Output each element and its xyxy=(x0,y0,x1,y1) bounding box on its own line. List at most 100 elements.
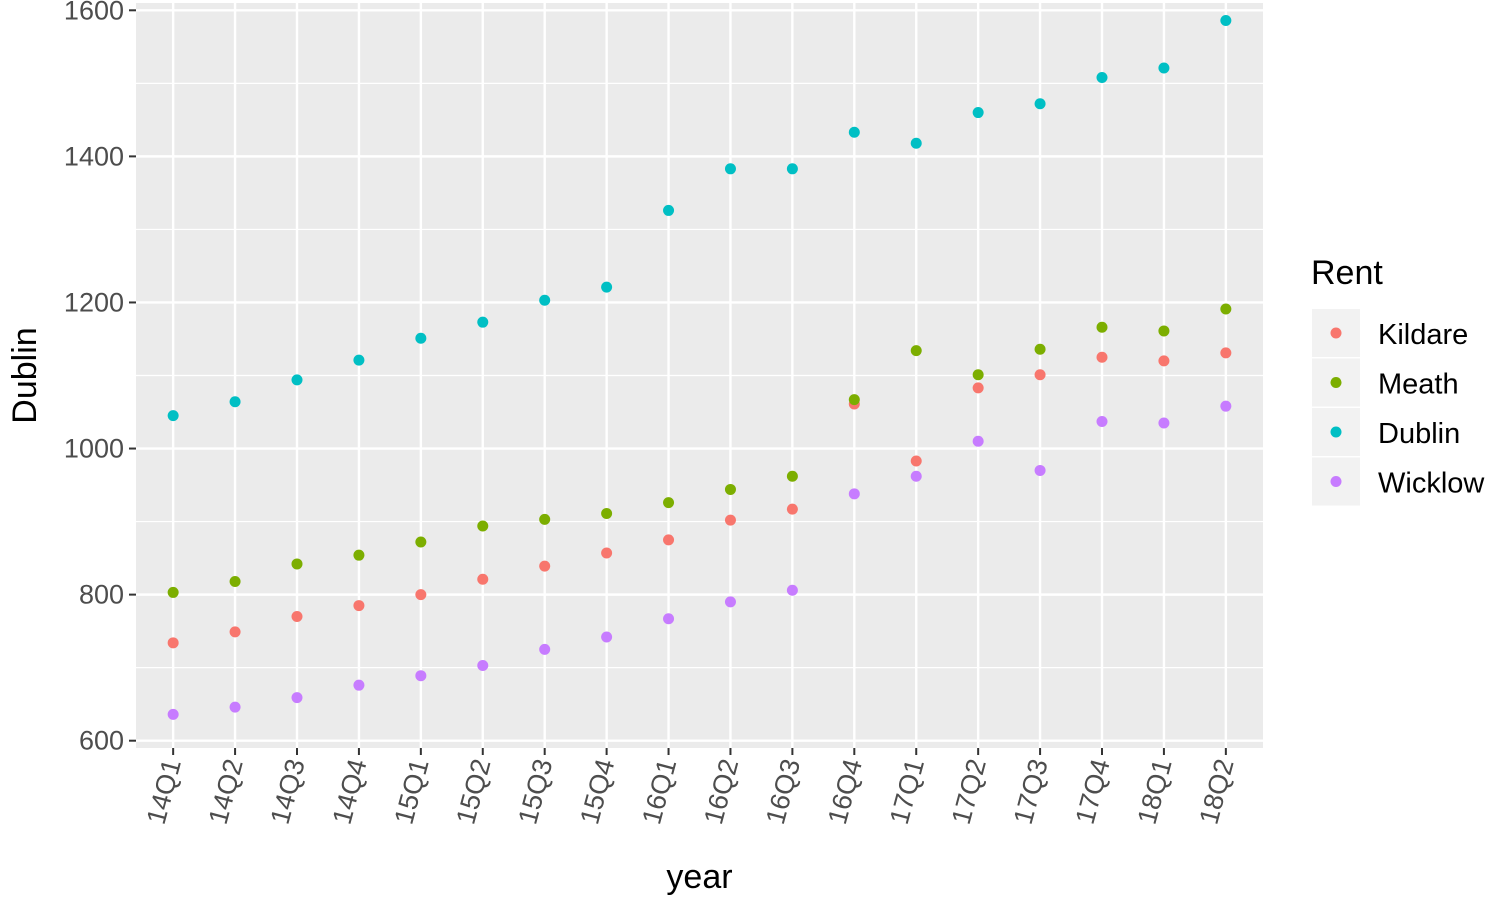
legend-label-dublin: Dublin xyxy=(1378,418,1460,450)
point-meath xyxy=(1158,325,1170,337)
point-meath xyxy=(786,470,798,482)
x-tick-label: 16Q4 xyxy=(822,756,868,828)
point-meath xyxy=(663,497,675,509)
point-meath xyxy=(415,536,427,548)
point-meath xyxy=(477,520,489,532)
x-tick-label: 17Q1 xyxy=(884,756,930,828)
point-dublin xyxy=(1220,15,1232,27)
point-meath xyxy=(353,549,365,561)
point-dublin xyxy=(786,163,798,175)
point-kildare xyxy=(786,503,798,515)
point-dublin xyxy=(972,107,984,119)
point-wicklow xyxy=(1220,400,1232,412)
point-wicklow xyxy=(724,596,736,608)
point-wicklow xyxy=(972,435,984,447)
x-tick-label: 15Q4 xyxy=(574,756,620,828)
point-wicklow xyxy=(477,659,489,671)
y-tick-label: 1400 xyxy=(64,141,124,171)
point-kildare xyxy=(910,455,922,467)
point-dublin xyxy=(353,354,365,366)
point-dublin xyxy=(291,374,303,386)
x-tick-label: 14Q4 xyxy=(327,756,373,828)
point-meath xyxy=(724,483,736,495)
x-tick-label: 18Q1 xyxy=(1132,756,1178,828)
y-tick-label: 800 xyxy=(79,580,124,610)
point-kildare xyxy=(1220,347,1232,359)
point-wicklow xyxy=(353,679,365,691)
point-kildare xyxy=(601,547,613,559)
x-tick-label: 17Q4 xyxy=(1070,756,1116,828)
point-wicklow xyxy=(1034,464,1046,476)
point-meath xyxy=(1034,343,1046,355)
point-dublin xyxy=(1034,98,1046,110)
legend-swatch-meath xyxy=(1330,377,1342,388)
point-wicklow xyxy=(167,708,179,720)
point-meath xyxy=(1220,303,1232,315)
y-tick-label: 1000 xyxy=(64,434,124,464)
point-meath xyxy=(1096,321,1108,333)
point-kildare xyxy=(229,626,241,638)
legend-swatch-kildare xyxy=(1330,327,1342,339)
point-dublin xyxy=(910,137,922,149)
x-tick-label: 15Q2 xyxy=(450,756,496,828)
point-kildare xyxy=(1034,369,1046,381)
point-kildare xyxy=(167,637,179,649)
x-axis-title: year xyxy=(666,858,732,896)
point-wicklow xyxy=(1158,417,1170,429)
legend-title: Rent xyxy=(1311,254,1383,292)
x-tick-label: 14Q2 xyxy=(203,756,249,828)
point-kildare xyxy=(539,560,551,572)
point-dublin xyxy=(229,396,241,408)
point-wicklow xyxy=(910,470,922,482)
y-tick-label: 1200 xyxy=(64,287,124,317)
point-dublin xyxy=(415,332,427,344)
data-points xyxy=(167,15,1232,720)
point-kildare xyxy=(724,514,736,526)
x-tick-label: 17Q2 xyxy=(946,756,992,828)
y-tick-label: 600 xyxy=(79,726,124,756)
point-wicklow xyxy=(1096,416,1108,428)
point-wicklow xyxy=(415,670,427,682)
x-tick-label: 15Q3 xyxy=(512,756,558,828)
legend-swatch-wicklow xyxy=(1330,476,1342,487)
point-wicklow xyxy=(786,584,798,596)
x-tick-label: 15Q1 xyxy=(389,756,435,828)
y-axis: 600 800 1000 1200 1400 1600 xyxy=(64,0,136,756)
point-meath xyxy=(167,586,179,598)
x-tick-label: 14Q3 xyxy=(265,756,311,828)
point-kildare xyxy=(353,600,365,612)
x-axis: 14Q1 14Q2 14Q3 14Q4 15Q1 15Q2 15Q3 15Q4 16Q1 16Q2… xyxy=(141,748,1240,827)
point-kildare xyxy=(291,611,303,623)
point-meath xyxy=(229,575,241,587)
legend-label-meath: Meath xyxy=(1378,369,1459,401)
legend-label-wicklow: Wicklow xyxy=(1378,468,1485,500)
point-kildare xyxy=(972,382,984,394)
point-dublin xyxy=(848,126,860,138)
point-dublin xyxy=(663,204,675,216)
point-meath xyxy=(539,513,551,525)
y-axis-title: Dublin xyxy=(6,327,44,423)
legend-label-kildare: Kildare xyxy=(1378,319,1468,351)
legend-swatch-dublin xyxy=(1330,426,1342,438)
point-wicklow xyxy=(229,701,241,713)
x-tick-label: 17Q3 xyxy=(1008,756,1054,828)
point-meath xyxy=(972,369,984,381)
x-tick-label: 16Q3 xyxy=(760,756,806,828)
point-dublin xyxy=(601,281,613,293)
point-meath xyxy=(848,394,860,406)
point-meath xyxy=(910,345,922,357)
point-kildare xyxy=(1096,351,1108,363)
point-kildare xyxy=(1158,355,1170,367)
point-dublin xyxy=(724,163,736,175)
point-kildare xyxy=(477,573,489,585)
x-tick-label: 14Q1 xyxy=(141,756,187,828)
x-tick-label: 16Q1 xyxy=(636,756,682,828)
point-dublin xyxy=(1158,62,1170,74)
point-wicklow xyxy=(291,692,303,704)
legend: Rent Kildare Meath Dublin Wicklow xyxy=(1311,254,1485,506)
point-wicklow xyxy=(663,613,675,625)
x-tick-label: 18Q2 xyxy=(1194,756,1240,828)
y-tick-label: 1600 xyxy=(64,0,124,25)
point-wicklow xyxy=(848,488,860,500)
